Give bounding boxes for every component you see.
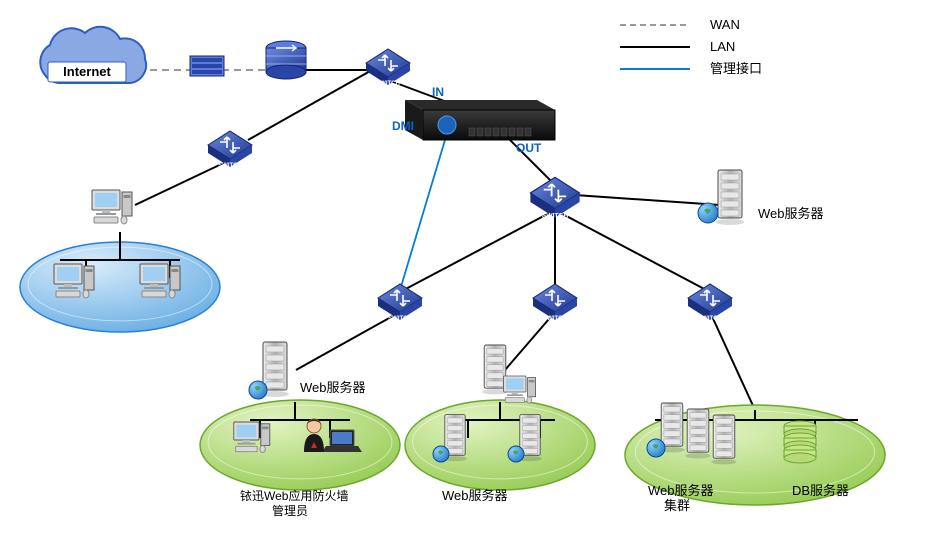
edge-lan	[575, 195, 720, 205]
svg-text:SWITCH: SWITCH	[543, 316, 567, 322]
edge-lan	[135, 160, 230, 205]
switch-left: SWITCH	[208, 131, 252, 169]
edge-lan	[248, 70, 372, 140]
firewall	[266, 41, 306, 79]
patch-panel-icon	[190, 56, 224, 76]
svg-text:SWITCH: SWITCH	[542, 213, 569, 220]
svg-text:SWITCH: SWITCH	[218, 163, 242, 169]
globe-g2-b	[508, 446, 524, 462]
edge-lan	[555, 210, 710, 292]
legend: WAN LAN 管理接口	[620, 17, 762, 76]
globe-g3	[647, 439, 665, 457]
edge-lan	[296, 312, 400, 370]
svg-text:SWITCH: SWITCH	[388, 316, 412, 322]
server-right	[716, 170, 744, 225]
label-webcluster-2: 集群	[664, 498, 690, 513]
globe-g1	[249, 381, 267, 399]
db-g3	[784, 421, 816, 463]
label-webserver-right: Web服务器	[758, 206, 824, 221]
legend-label-1: LAN	[710, 39, 735, 54]
switch-g3: SWITCH	[688, 284, 732, 322]
svg-text:SWITCH: SWITCH	[376, 81, 400, 87]
switch-g1: SWITCH	[378, 284, 422, 322]
label-dbserver: DB服务器	[792, 483, 849, 498]
label-wafadmin-2: 管理员	[272, 503, 308, 518]
svg-text:SWITCH: SWITCH	[698, 316, 722, 322]
edge-lan	[710, 312, 755, 410]
pc-g1	[234, 422, 270, 453]
switch-g2: SWITCH	[533, 284, 577, 322]
server-g3-3	[711, 415, 736, 465]
pc-blue-top	[92, 190, 132, 224]
switch-top: SWITCH	[366, 49, 410, 87]
globe-right	[698, 203, 718, 223]
switch-center: SWITCH	[530, 177, 579, 219]
legend-label-2: 管理接口	[710, 61, 762, 76]
label-out: OUT	[516, 141, 542, 155]
label-webserver-g2: Web服务器	[442, 488, 508, 503]
label-dmi: DMI	[392, 119, 414, 133]
label-in: IN	[432, 85, 444, 99]
globe-g2-a	[433, 446, 449, 462]
internet-label: Internet	[63, 64, 111, 79]
label-webserver-g1: Web服务器	[300, 380, 366, 395]
label-wafadmin-1: 铱迅Web应用防火墙	[240, 488, 348, 503]
server-g3-2	[685, 409, 710, 459]
pc-blue-left	[54, 264, 94, 298]
pc-blue-right	[140, 264, 180, 298]
pc-g2-top	[504, 376, 536, 403]
legend-label-0: WAN	[710, 17, 740, 32]
edge-mgmt	[400, 130, 448, 290]
label-webcluster-1: Web服务器	[648, 483, 714, 498]
waf-appliance	[405, 100, 555, 140]
edge-lan	[400, 210, 555, 292]
